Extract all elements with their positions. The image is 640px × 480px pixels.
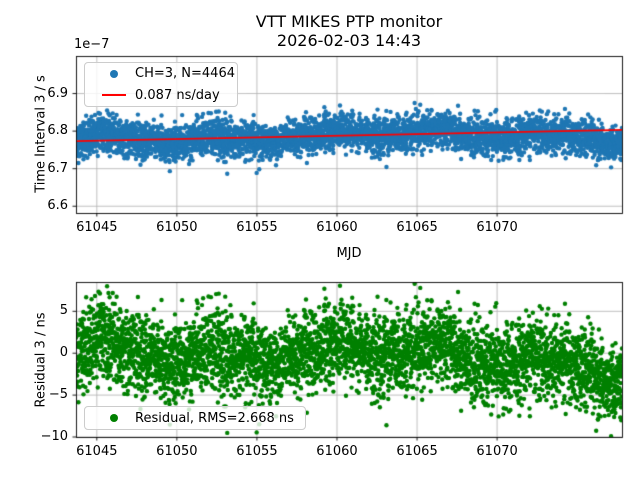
x-tick-label: 61070 (476, 220, 518, 235)
x-axis-label: MJD (336, 246, 362, 261)
trend-line-icon (102, 94, 126, 97)
legend-marker-box (97, 414, 131, 422)
legend-entry-trend: 0.087 ns/day (85, 85, 237, 106)
legend-label-ch3: CH=3, N=4464 (135, 66, 235, 82)
legend-marker-box (97, 94, 131, 97)
chart-title-line2: 2026-02-03 14:43 (276, 31, 422, 50)
y-tick-label: 6.8 (47, 123, 68, 139)
x-tick-label: 61045 (76, 220, 118, 235)
x-tick-label: 61060 (316, 444, 358, 459)
legend-label-trend: 0.087 ns/day (135, 87, 220, 103)
x-tick-label: 61050 (156, 444, 198, 459)
x-tick-label: 61055 (236, 220, 278, 235)
x-tick-label: 61065 (396, 220, 438, 235)
x-tick-label: 61065 (396, 444, 438, 459)
legend-label-residual: Residual, RMS=2.668 ns (135, 410, 294, 426)
legend-bottom: Residual, RMS=2.668 ns (84, 406, 306, 430)
y-tick-label: 6.6 (47, 198, 68, 214)
y-tick-label: 6.9 (47, 85, 68, 101)
legend-entry-residual: Residual, RMS=2.668 ns (85, 408, 305, 429)
residual-dot-icon (110, 414, 118, 422)
y-tick-label: 6.7 (47, 160, 68, 176)
legend-entry-ch3: CH=3, N=4464 (85, 63, 237, 84)
x-tick-label: 61070 (476, 444, 518, 459)
y-tick-label: 0 (59, 345, 68, 361)
legend-top: CH=3, N=4464 0.087 ns/day (84, 62, 238, 107)
x-tick-label: 61045 (76, 444, 118, 459)
legend-marker-box (97, 69, 131, 78)
y-tick-label: −10 (40, 429, 68, 444)
y-offset-label: 1e−7 (74, 37, 110, 52)
scatter-dot-icon (110, 69, 118, 78)
x-tick-label: 61060 (316, 220, 358, 235)
chart-title-line1: VTT MIKES PTP monitor (255, 12, 443, 31)
x-tick-label: 61050 (156, 220, 198, 235)
y-tick-label: −5 (48, 387, 68, 403)
y-tick-label: 5 (59, 303, 68, 319)
x-tick-label: 61055 (236, 444, 278, 459)
